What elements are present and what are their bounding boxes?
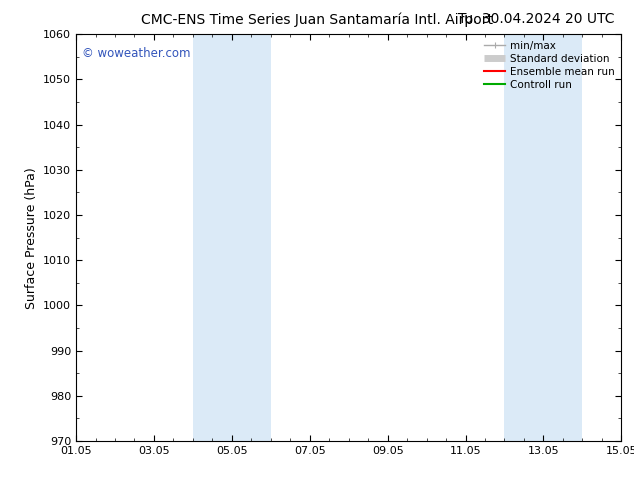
Bar	[505, 34, 583, 441]
Bar	[193, 34, 271, 441]
Legend: min/max, Standard deviation, Ensemble mean run, Controll run: min/max, Standard deviation, Ensemble me…	[480, 36, 619, 94]
Text: © woweather.com: © woweather.com	[82, 47, 190, 59]
Y-axis label: Surface Pressure (hPa): Surface Pressure (hPa)	[25, 167, 37, 309]
Text: CMC-ENS Time Series Juan Santamaría Intl. Airport: CMC-ENS Time Series Juan Santamaría Intl…	[141, 12, 493, 27]
Text: Tu. 30.04.2024 20 UTC: Tu. 30.04.2024 20 UTC	[458, 12, 615, 26]
